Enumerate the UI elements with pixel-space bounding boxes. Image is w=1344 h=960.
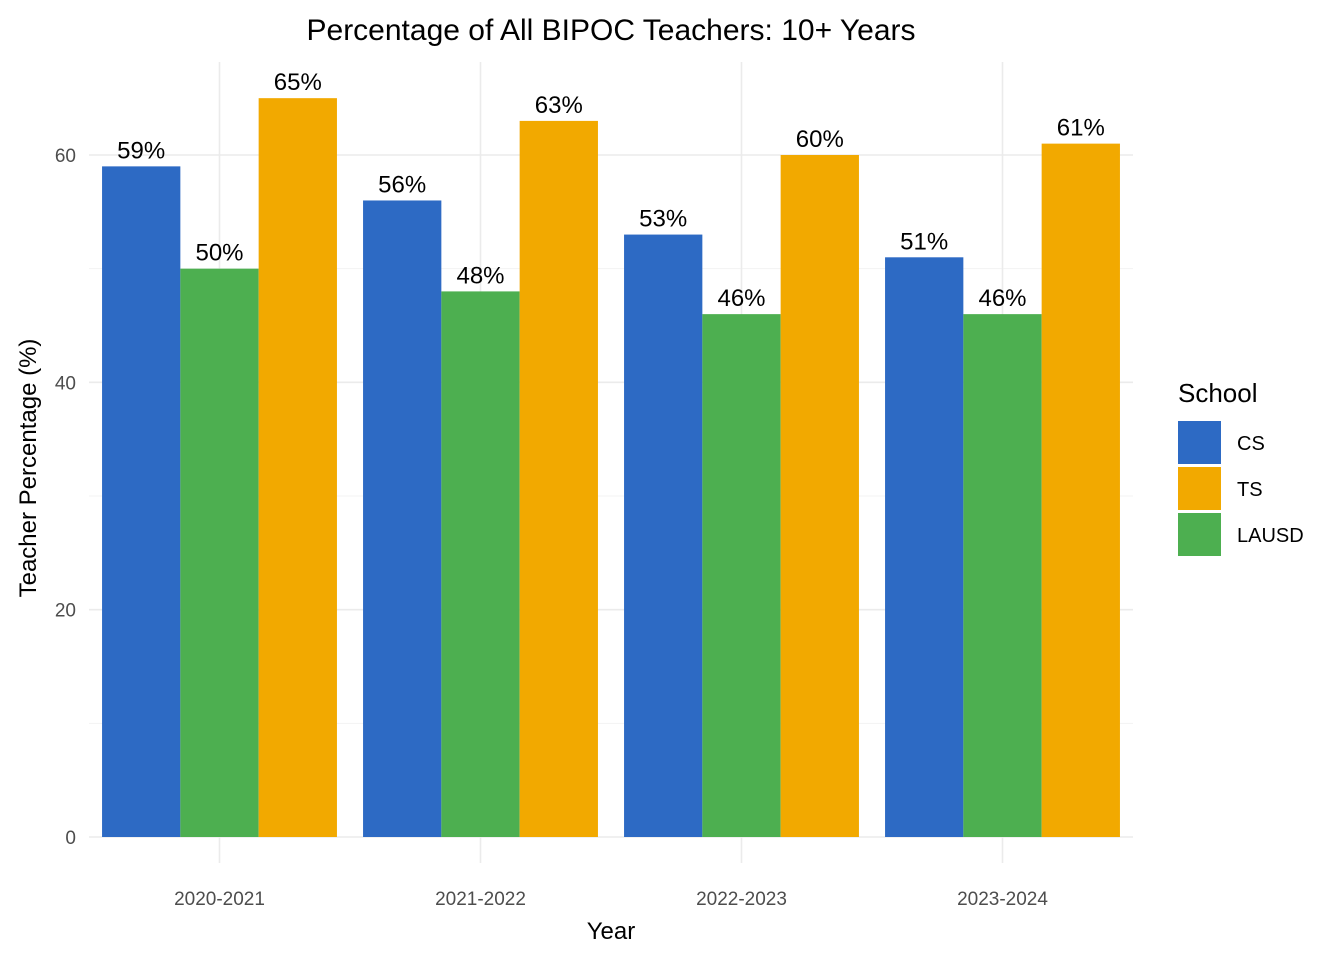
bar (441, 291, 520, 837)
bar-value-label: 46% (717, 285, 765, 312)
x-axis-title: Year (587, 918, 636, 945)
bar-value-label: 59% (117, 137, 165, 164)
bars (102, 98, 1120, 838)
x-axis-ticks: 2020-2021 2021-2022 2022-2023 2023-2024 (174, 889, 1048, 910)
bar-value-label: 63% (535, 92, 583, 119)
bar-value-label: 48% (456, 262, 504, 289)
bar-value-label: 46% (978, 285, 1026, 312)
chart-title: Percentage of All BIPOC Teachers: 10+ Ye… (307, 14, 916, 47)
bar-value-label: 53% (639, 206, 687, 233)
bar-value-label: 50% (195, 240, 243, 267)
bar-value-label: 60% (796, 126, 844, 153)
legend-label: CS (1237, 433, 1265, 455)
bar-value-labels: 59% 56% 53% 51% 50% 48% 46% 46% 65% 63% 60% 61% (117, 69, 1105, 312)
bar (180, 268, 259, 838)
legend-title: School (1178, 378, 1258, 408)
bar (963, 314, 1042, 838)
bar (780, 155, 859, 837)
x-tick-label: 2020-2021 (174, 889, 265, 910)
bar-value-label: 65% (274, 69, 322, 96)
bar (885, 257, 964, 837)
x-tick-label: 2021-2022 (435, 889, 526, 910)
bar (624, 234, 703, 838)
bar-value-label: 51% (900, 228, 948, 255)
y-tick-label: 40 (55, 373, 76, 394)
y-tick-label: 20 (55, 601, 76, 622)
legend: School CS TS LAUSD (1178, 378, 1304, 556)
legend-items: CS TS LAUSD (1178, 421, 1304, 556)
legend-swatch (1178, 421, 1221, 464)
legend-label: TS (1237, 479, 1263, 501)
bar (702, 314, 781, 838)
bar (363, 200, 442, 837)
bar-value-label: 61% (1057, 115, 1105, 142)
bar (102, 166, 181, 837)
bar-value-label: 56% (378, 171, 426, 198)
bar (258, 98, 337, 837)
y-axis-ticks: 0 20 40 60 (55, 146, 76, 849)
bar (1041, 143, 1120, 838)
y-tick-label: 60 (55, 146, 76, 167)
x-tick-label: 2022-2023 (696, 889, 787, 910)
legend-swatch (1178, 467, 1221, 510)
y-tick-label: 0 (65, 828, 76, 849)
legend-label: LAUSD (1237, 525, 1304, 547)
y-axis-title: Teacher Percentage (%) (15, 339, 42, 598)
legend-swatch (1178, 513, 1221, 556)
x-tick-label: 2023-2024 (957, 889, 1048, 910)
bar (519, 120, 598, 837)
